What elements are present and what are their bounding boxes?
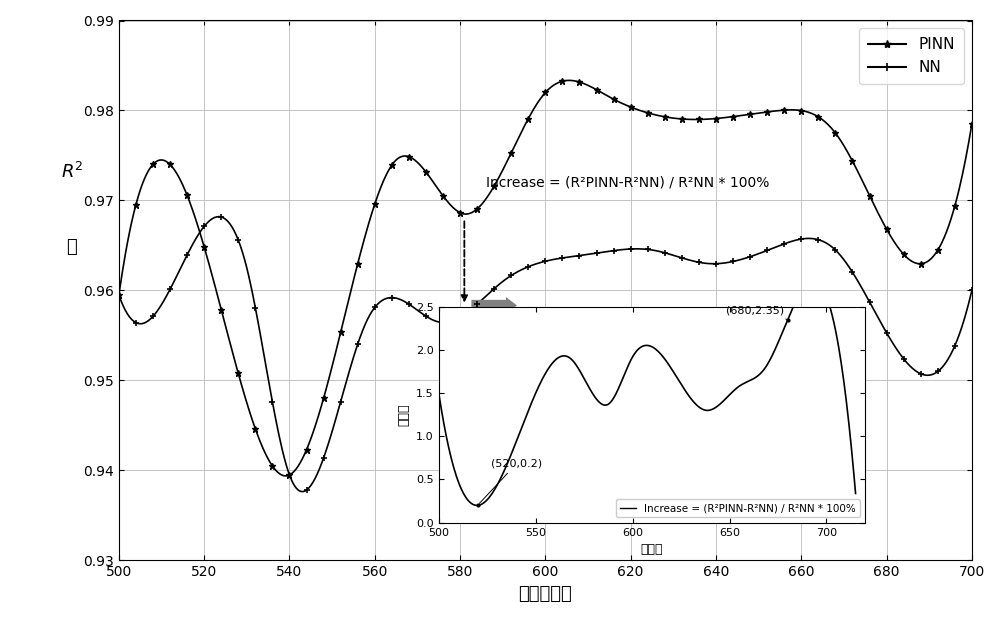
X-axis label: 训练样本数: 训练样本数 — [518, 585, 572, 603]
Text: Increase = (R²PINN-R²NN) / R²NN * 100%: Increase = (R²PINN-R²NN) / R²NN * 100% — [486, 175, 769, 189]
Text: $R^2$: $R^2$ — [61, 162, 83, 182]
Text: 値: 値 — [67, 238, 77, 256]
Legend: PINN, NN: PINN, NN — [859, 28, 964, 84]
